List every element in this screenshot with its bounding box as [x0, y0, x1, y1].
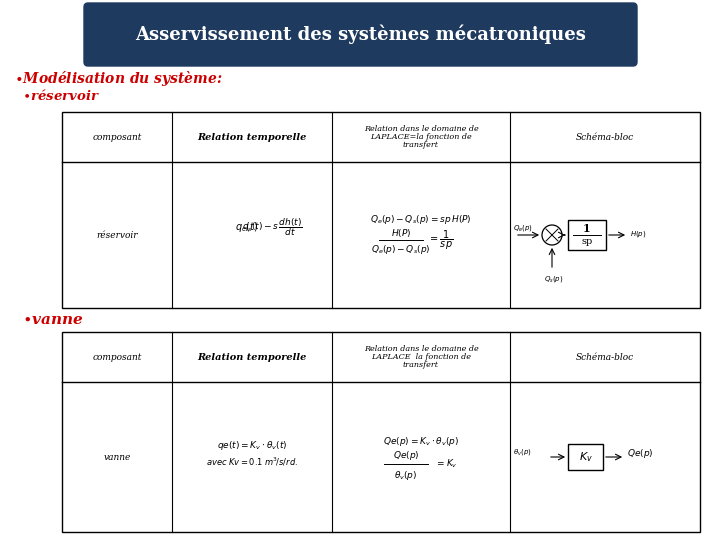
- Text: $Q_e(p) - Q_s(p) = sp\,H(P)$: $Q_e(p) - Q_s(p) = sp\,H(P)$: [370, 213, 472, 226]
- Text: transfert: transfert: [403, 361, 439, 369]
- Text: $\bullet$vanne: $\bullet$vanne: [22, 313, 84, 327]
- Text: $Qe(p)$: $Qe(p)$: [392, 449, 419, 462]
- Text: $= K_v$: $= K_v$: [435, 458, 457, 470]
- Text: $Q_e(p)-Q_s(p)$: $Q_e(p)-Q_s(p)$: [372, 242, 431, 255]
- Text: $Q_s(p)$: $Q_s(p)$: [544, 274, 564, 284]
- Text: $q_e(t)$: $q_e(t)$: [235, 220, 258, 234]
- Text: $qe(t) = K_v \cdot \theta_v(t)$: $qe(t) = K_v \cdot \theta_v(t)$: [217, 438, 287, 451]
- Text: LAPLACE=la fonction de: LAPLACE=la fonction de: [370, 133, 472, 141]
- Text: Schéma-bloc: Schéma-bloc: [576, 132, 634, 141]
- Text: Relation temporelle: Relation temporelle: [197, 353, 307, 361]
- Bar: [568, 444, 603, 470]
- Text: réservoir: réservoir: [96, 231, 138, 240]
- Text: $H(p)$: $H(p)$: [630, 229, 647, 239]
- Text: $q_s(t) - s\,\dfrac{dh(t)}{dt}$: $q_s(t) - s\,\dfrac{dh(t)}{dt}$: [241, 216, 302, 238]
- FancyBboxPatch shape: [84, 3, 637, 66]
- Text: composant: composant: [92, 132, 142, 141]
- Bar: [62, 112, 700, 308]
- Text: Relation dans le domaine de: Relation dans le domaine de: [364, 345, 478, 353]
- Text: Schéma-bloc: Schéma-bloc: [576, 353, 634, 361]
- Text: Relation temporelle: Relation temporelle: [197, 132, 307, 141]
- Text: $H(P)$: $H(P)$: [391, 227, 411, 239]
- Text: $\theta_v(p)$: $\theta_v(p)$: [513, 447, 532, 457]
- Text: LAPLACE  la fonction de: LAPLACE la fonction de: [371, 353, 471, 361]
- Text: $=\dfrac{1}{sp}$: $=\dfrac{1}{sp}$: [428, 228, 454, 252]
- Text: $avec\;Kv{=}0.1\;m^3\!/s/rd.$: $avec\;Kv{=}0.1\;m^3\!/s/rd.$: [206, 456, 298, 468]
- Text: $\bullet$réservoir: $\bullet$réservoir: [22, 87, 100, 103]
- Text: sp: sp: [581, 238, 593, 246]
- Text: $Q_e(p)$: $Q_e(p)$: [513, 223, 533, 233]
- Bar: [568, 220, 606, 250]
- Text: $Qe(p)$: $Qe(p)$: [627, 448, 654, 461]
- Text: vanne: vanne: [103, 453, 131, 462]
- Text: composant: composant: [92, 353, 142, 361]
- Bar: [62, 332, 700, 532]
- Text: $Qe(p) = K_v \cdot \theta_v(p)$: $Qe(p) = K_v \cdot \theta_v(p)$: [383, 435, 459, 449]
- Text: Relation dans le domaine de: Relation dans le domaine de: [364, 125, 478, 133]
- Text: $K_v$: $K_v$: [578, 450, 593, 464]
- Text: 1: 1: [583, 224, 591, 234]
- Text: Asservissement des systèmes mécatroniques: Asservissement des systèmes mécatronique…: [135, 25, 586, 44]
- Text: $\theta_v(p)$: $\theta_v(p)$: [395, 469, 418, 482]
- Text: transfert: transfert: [403, 141, 439, 149]
- Text: $\bullet$Modélisation du système:: $\bullet$Modélisation du système:: [14, 69, 222, 87]
